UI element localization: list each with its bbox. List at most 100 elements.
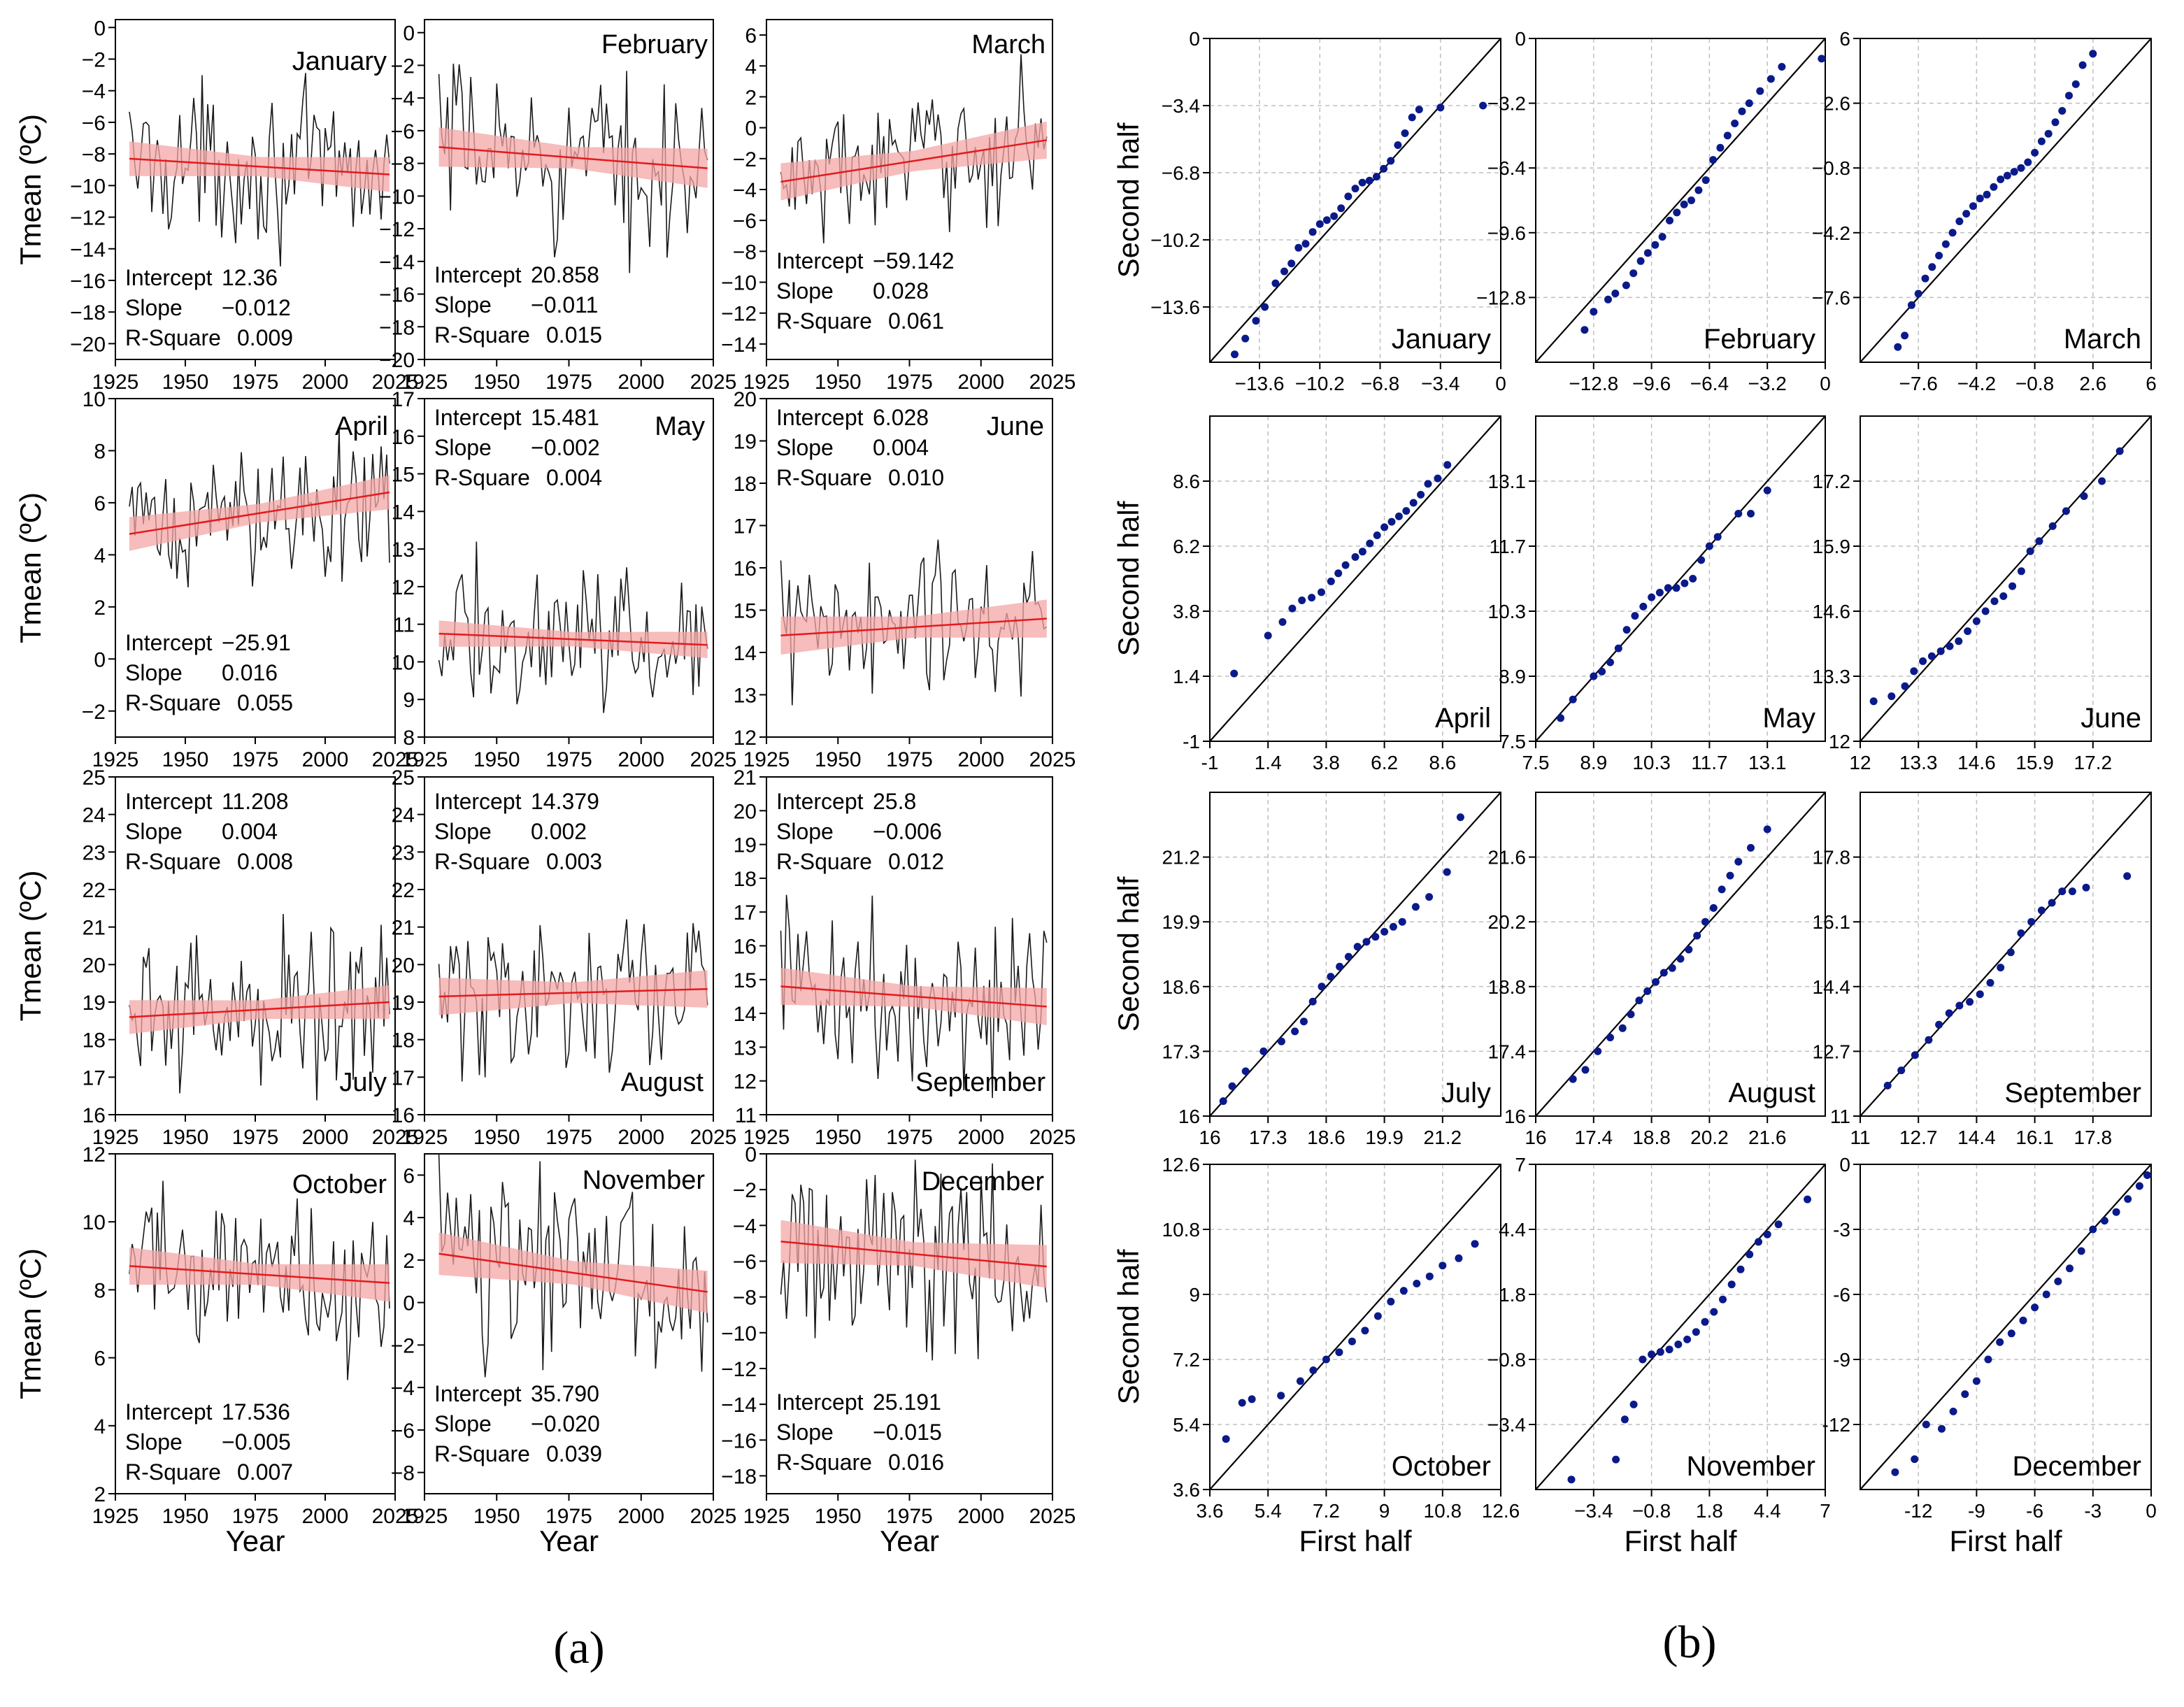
qq-point: [1680, 200, 1688, 208]
qq-plot-september: 11 12.7 14.4 16.1 17.8 11 12.7 14.4 16.1 17.8 Sept…: [1813, 792, 2152, 1148]
y-tick-label: -12: [1822, 1414, 1850, 1436]
qq-point: [2068, 887, 2076, 896]
qq-point: [1660, 969, 1668, 977]
temperature-series-line: [438, 919, 708, 1082]
qq-point: [2089, 1225, 2097, 1234]
qq-point: [1763, 486, 1771, 494]
x-tick-label: −3.4: [1421, 373, 1459, 394]
qq-point: [1983, 190, 1991, 199]
y-tick-label: −8: [391, 1462, 415, 1485]
y-tick-label: 20: [734, 800, 757, 823]
qq-point: [1665, 1345, 1673, 1354]
y-tick-label: −6.4: [1487, 157, 1526, 179]
qq-point: [1402, 507, 1411, 515]
qq-point: [1301, 240, 1310, 248]
qq-point: [1636, 257, 1645, 265]
stats-value: 0.039: [546, 1441, 602, 1466]
qq-point: [2035, 537, 2043, 545]
stats-label: Intercept: [776, 248, 864, 273]
qq-point: [1984, 1355, 1992, 1364]
qq-point: [1455, 1254, 1463, 1262]
qq-point: [1409, 499, 1418, 507]
x-tick-label: −3.4: [1574, 1500, 1613, 1522]
x-tick-label: 1.4: [1255, 752, 1282, 773]
panel-b-label: (b): [1663, 1617, 1717, 1668]
qq-point: [2062, 507, 2070, 515]
y-tick-label: −4: [733, 1215, 757, 1238]
qq-point: [1598, 667, 1606, 676]
y-tick-label: 4: [94, 1415, 106, 1438]
y-tick-label: 23: [83, 841, 106, 864]
stats-value: −0.005: [222, 1429, 291, 1455]
y-tick-label: 8: [94, 1279, 106, 1302]
qq-point: [1327, 973, 1335, 981]
stats-label: Slope: [434, 1411, 492, 1436]
reference-line: [1535, 38, 1826, 363]
qq-point: [1299, 1017, 1308, 1026]
qq-point: [2031, 148, 2039, 157]
qq-point: [1380, 164, 1388, 173]
y-tick-label: 12: [734, 727, 757, 750]
qq-point: [1590, 672, 1598, 680]
y-tick-label: 0: [403, 22, 415, 45]
stats-label: Slope: [776, 435, 834, 460]
x-tick-label: 4.4: [1754, 1500, 1781, 1522]
y-tick-label: 6: [94, 492, 106, 515]
y-tick-label: 7.2: [1173, 1349, 1200, 1371]
qq-point: [1353, 943, 1362, 951]
x-tick-label: 1950: [815, 1126, 862, 1149]
x-tick-label: 3.6: [1197, 1500, 1224, 1522]
y-tick-label: 14.4: [1813, 976, 1851, 998]
stats-value: −59.142: [873, 248, 955, 273]
x-tick-label: 1.8: [1696, 1500, 1723, 1522]
qq-point: [1925, 1036, 1933, 1044]
qq-point: [1424, 480, 1432, 488]
qq-point: [1727, 1280, 1736, 1289]
y-tick-label: 2: [94, 597, 106, 620]
temperature-series-line: [129, 1180, 390, 1380]
qq-point: [1315, 220, 1324, 228]
y-tick-label: 11.7: [1490, 536, 1526, 557]
y-tick-label: −4: [391, 87, 415, 110]
stats-value: 0.009: [237, 325, 293, 350]
x-tick-label: 2000: [957, 748, 1004, 771]
y-tick-label: −10: [721, 1322, 757, 1345]
y-tick-label: 17: [734, 515, 757, 538]
y-tick-label: 18: [392, 1029, 415, 1052]
y-tick-label: 17.3: [1162, 1041, 1201, 1062]
qq-point: [1731, 120, 1739, 127]
qq-point: [1692, 1328, 1700, 1336]
x-tick-label: −7.6: [1899, 373, 1938, 394]
stats-value: −0.015: [873, 1420, 942, 1445]
reference-line: [1209, 38, 1501, 363]
y-tick-label: 6: [745, 24, 757, 48]
qq-point: [1910, 667, 1918, 676]
month-title: October: [1392, 1451, 1491, 1482]
y-tick-label: −20: [379, 349, 415, 372]
stats-label: R-Square: [125, 1459, 221, 1485]
x-tick-label: 0: [1495, 373, 1506, 394]
qq-point: [1887, 692, 1896, 701]
reference-line: [1860, 38, 2152, 363]
stats-value: 15.481: [531, 405, 599, 430]
y-tick-label: 11: [1830, 1106, 1850, 1127]
x-tick-label: 2000: [618, 748, 664, 771]
qq-point: [1344, 192, 1352, 201]
y-tick-label: 18.6: [1162, 976, 1201, 998]
qq-point: [1228, 1082, 1236, 1090]
qq-point: [1747, 510, 1755, 517]
qq-point: [1622, 626, 1631, 634]
y-tick-label: 20: [392, 954, 415, 977]
qq-point: [1986, 978, 1994, 987]
qq-point: [2017, 929, 2025, 937]
qq-point: [1264, 631, 1272, 640]
y-tick-label: −0.8: [1487, 1349, 1526, 1371]
x-tick-label: 2025: [1029, 1126, 1076, 1149]
y-tick-label: 17: [392, 1066, 415, 1090]
x-tick-label: 17.2: [2074, 752, 2113, 773]
y-tick-label: −3.4: [1487, 1414, 1526, 1436]
x-tick-label: 1975: [886, 748, 933, 771]
y-tick-label: 16.1: [1813, 911, 1851, 933]
month-title: July: [339, 1068, 387, 1097]
